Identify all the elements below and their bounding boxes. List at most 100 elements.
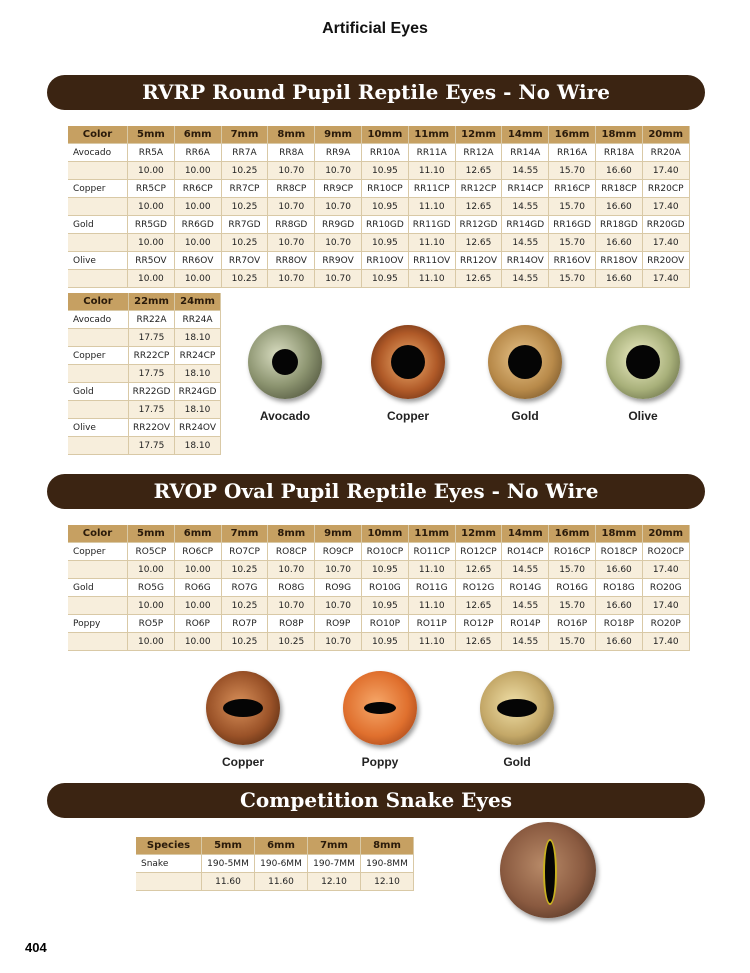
price-cell: 15.70 — [549, 633, 596, 651]
color-cell: Copper — [68, 543, 128, 561]
price-cell: 15.70 — [549, 162, 596, 180]
pupil — [223, 699, 263, 717]
header-cell: Color — [68, 525, 128, 543]
pupil — [272, 349, 298, 375]
price-cell: 10.95 — [362, 561, 409, 579]
header-cell: 11mm — [408, 525, 456, 543]
header-cell: 14mm — [502, 126, 550, 144]
header-cell: 14mm — [502, 525, 550, 543]
code-cell: RO6CP — [174, 543, 222, 561]
code-cell: RR8GD — [268, 216, 316, 234]
price-cell: 10.95 — [362, 597, 409, 615]
eye-label: Poppy — [361, 755, 399, 769]
code-cell: RR9A — [315, 144, 362, 162]
code-cell: RR11A — [408, 144, 456, 162]
price-cell: 15.70 — [549, 234, 596, 252]
price-cell: 15.70 — [549, 597, 596, 615]
header-cell: 18mm — [596, 126, 643, 144]
price-cell: 14.55 — [502, 198, 550, 216]
code-cell: RR12A — [455, 144, 503, 162]
page-number: 404 — [25, 940, 47, 955]
header-cell: 9mm — [315, 126, 362, 144]
price-cell: 15.70 — [549, 270, 596, 288]
code-cell: RO11G — [408, 579, 456, 597]
price-cell: 10.25 — [221, 633, 269, 651]
price-cell: 18.10 — [175, 365, 221, 383]
price-cell: 10.25 — [221, 198, 269, 216]
eye-label: Avocado — [259, 409, 311, 423]
price-cell: 16.60 — [596, 162, 643, 180]
price-cell: 10.70 — [268, 597, 316, 615]
price-cell: 10.00 — [174, 198, 222, 216]
price-cell: 10.70 — [315, 198, 362, 216]
empty-cell — [68, 597, 128, 615]
pupil — [364, 702, 396, 714]
price-cell: 10.95 — [362, 234, 409, 252]
price-cell: 10.70 — [268, 270, 316, 288]
section-banner: RVRP Round Pupil Reptile Eyes - No Wire — [47, 75, 705, 110]
price-cell: 10.00 — [128, 633, 175, 651]
pupil — [508, 345, 542, 379]
color-cell: Poppy — [68, 615, 128, 633]
price-cell: 10.70 — [268, 162, 316, 180]
price-cell: 10.00 — [174, 633, 222, 651]
code-cell: RO16CP — [549, 543, 596, 561]
header-cell: 12mm — [455, 126, 503, 144]
price-cell: 16.60 — [596, 597, 643, 615]
price-cell: 10.00 — [128, 162, 175, 180]
code-cell: RO20CP — [642, 543, 690, 561]
price-cell: 16.60 — [596, 234, 643, 252]
code-cell: 190-7MM — [308, 855, 361, 873]
code-cell: RO18CP — [596, 543, 643, 561]
price-cell: 11.60 — [202, 873, 255, 891]
header-cell: 20mm — [642, 525, 690, 543]
code-cell: RO18G — [596, 579, 643, 597]
pupil — [497, 699, 537, 717]
empty-cell — [136, 873, 202, 891]
header-cell: Color — [68, 293, 129, 311]
code-cell: RR6CP — [174, 180, 222, 198]
code-cell: RR11CP — [408, 180, 456, 198]
code-cell: RR10CP — [362, 180, 409, 198]
color-cell: Copper — [68, 347, 129, 365]
code-cell: RO18P — [596, 615, 643, 633]
price-cell: 17.75 — [129, 401, 175, 419]
header-cell: 22mm — [129, 293, 175, 311]
price-cell: 10.70 — [315, 561, 362, 579]
price-cell: 18.10 — [175, 437, 221, 455]
empty-cell — [68, 561, 128, 579]
price-cell: 10.25 — [268, 633, 316, 651]
code-cell: RO5P — [128, 615, 175, 633]
eye-label: Copper — [387, 409, 429, 423]
header-cell: 8mm — [361, 837, 414, 855]
price-cell: 10.70 — [268, 198, 316, 216]
header-cell: 7mm — [308, 837, 361, 855]
code-cell: RR20CP — [642, 180, 690, 198]
code-cell: RR6OV — [174, 252, 222, 270]
header-cell: Color — [68, 126, 128, 144]
empty-cell — [68, 270, 128, 288]
code-cell: RR9CP — [315, 180, 362, 198]
price-cell: 10.25 — [221, 561, 269, 579]
price-cell: 14.55 — [502, 561, 550, 579]
price-cell: 11.10 — [408, 198, 456, 216]
code-cell: RO12G — [455, 579, 503, 597]
header-cell: 20mm — [642, 126, 690, 144]
price-cell: 17.75 — [129, 365, 175, 383]
price-cell: 10.70 — [315, 162, 362, 180]
eye-label: Olive — [628, 409, 658, 423]
code-cell: RR5OV — [128, 252, 175, 270]
price-cell: 17.40 — [642, 633, 690, 651]
price-cell: 14.55 — [502, 270, 550, 288]
code-cell: RR14OV — [502, 252, 550, 270]
code-cell: RR9OV — [315, 252, 362, 270]
price-cell: 11.10 — [408, 561, 456, 579]
code-cell: RR16A — [549, 144, 596, 162]
header-cell: 6mm — [174, 525, 222, 543]
header-cell: 16mm — [549, 126, 596, 144]
header-cell: 18mm — [596, 525, 643, 543]
price-cell: 10.00 — [174, 561, 222, 579]
code-cell: RR12OV — [455, 252, 503, 270]
code-cell: RR20GD — [642, 216, 690, 234]
code-cell: RO16G — [549, 579, 596, 597]
